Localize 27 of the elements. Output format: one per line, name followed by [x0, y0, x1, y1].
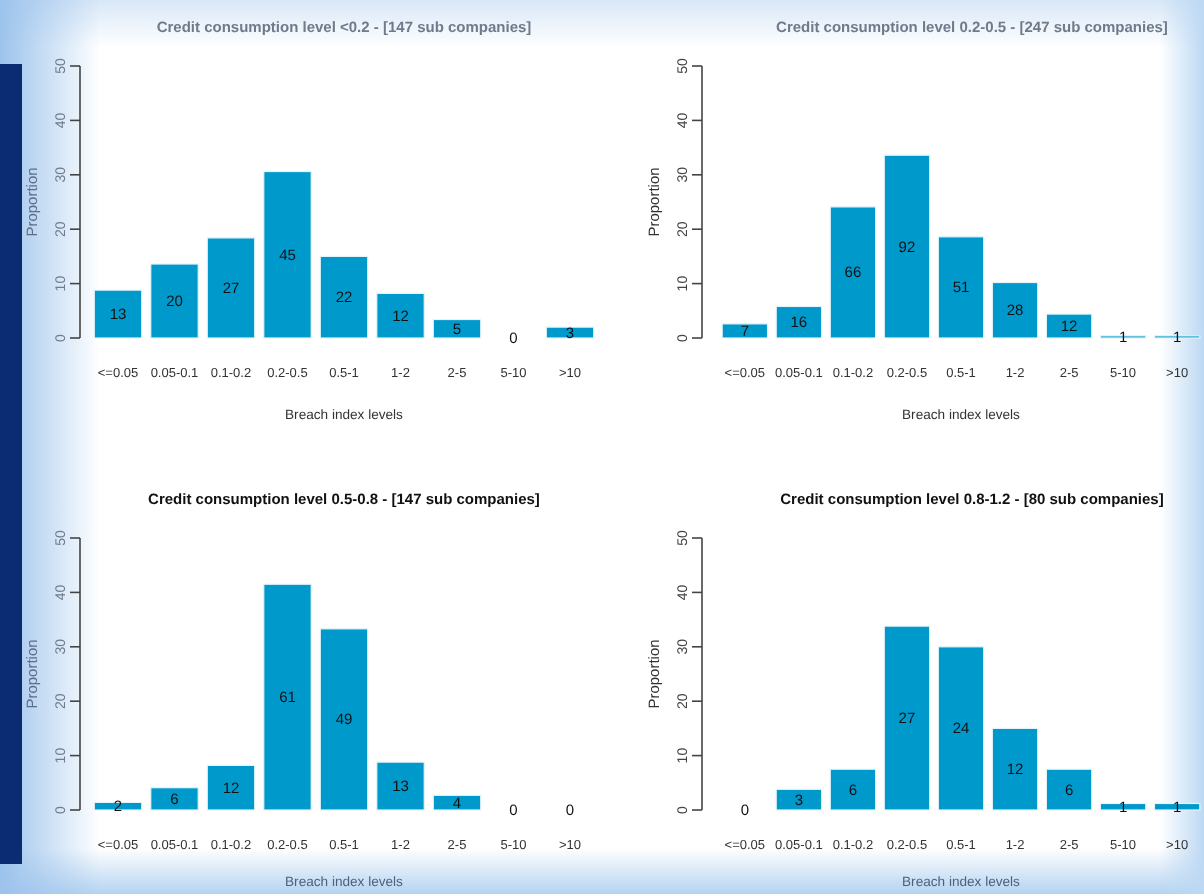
bar — [376, 761, 425, 811]
bar — [263, 583, 312, 811]
bar — [721, 323, 769, 339]
bar — [775, 305, 823, 339]
bar — [883, 625, 931, 811]
bar — [545, 326, 595, 339]
bar — [432, 318, 482, 339]
bar — [937, 646, 985, 811]
bar — [432, 794, 482, 811]
bar — [1045, 313, 1093, 339]
bar — [319, 628, 369, 811]
bar — [150, 263, 199, 339]
bar — [829, 206, 877, 339]
bar — [883, 154, 931, 339]
bar — [991, 281, 1039, 339]
bar — [206, 764, 256, 811]
bar — [991, 727, 1039, 811]
bar — [93, 289, 143, 339]
bar — [150, 787, 199, 811]
bar — [775, 788, 823, 811]
bar — [206, 237, 256, 339]
bar — [263, 170, 312, 339]
bar — [376, 292, 425, 339]
bar — [829, 768, 877, 811]
bar — [1045, 768, 1093, 811]
bar — [319, 255, 369, 339]
bar — [937, 236, 985, 339]
